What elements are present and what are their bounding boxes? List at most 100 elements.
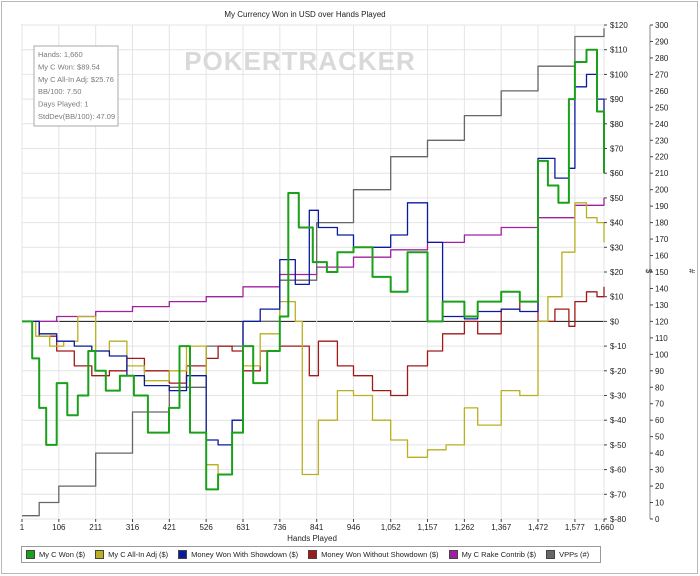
y-dollar-tick-label: $80 <box>610 120 624 129</box>
series-line-1 <box>22 202 605 476</box>
y-count-tick-label: 70 <box>655 400 664 409</box>
x-axis-label: Hands Played <box>287 534 337 543</box>
y-count-tick-label: 200 <box>655 186 669 195</box>
y-dollar-tick-label: $-70 <box>610 490 627 499</box>
x-tick-label: 211 <box>89 523 102 532</box>
y-count-tick-label: 40 <box>655 449 664 458</box>
y-dollar-tick-label: $-80 <box>610 515 627 524</box>
y-dollar-tick-label: $-10 <box>610 342 627 351</box>
legend-swatch <box>448 550 458 559</box>
y-count-tick-label: 80 <box>655 383 664 392</box>
y-axis-count-ticks: 0 10 20 30 40 50 60 70 80 90 100 110 120 130 140 150 160… <box>649 21 669 524</box>
x-tick-label: 316 <box>126 523 140 532</box>
legend-swatch <box>308 550 318 559</box>
x-tick-label: 1,262 <box>454 523 475 532</box>
grid-lines <box>21 24 605 520</box>
y-dollar-tick-label: $-40 <box>610 416 627 425</box>
legend-swatch <box>95 550 105 559</box>
stats-line: StdDev(BB/100): 47.09 <box>38 112 115 121</box>
y-count-tick-label: 140 <box>655 284 669 293</box>
x-tick-label: 736 <box>273 523 287 532</box>
legend: My C Won ($) My C All-In Adj ($) Money Won… <box>21 546 601 563</box>
y-count-tick-label: 290 <box>655 37 669 46</box>
x-tick-label: 631 <box>236 523 250 532</box>
y-count-tick-label: 210 <box>655 169 669 178</box>
stats-line: BB/100: 7.50 <box>38 87 81 96</box>
y-dollar-tick-label: $40 <box>610 219 624 228</box>
legend-label: VPPs (#) <box>559 550 590 559</box>
legend-item: My C All-In Adj ($) <box>95 550 168 559</box>
x-tick-label: 1,660 <box>594 523 615 532</box>
legend-item: My C Won ($) <box>26 550 85 559</box>
watermark: POKERTRACKER <box>184 46 416 76</box>
y-count-tick-label: 220 <box>655 153 669 162</box>
y-count-tick-label: 160 <box>655 252 669 261</box>
y-axis-dollar-ticks: $-80 $-70 $-60 $-50 $-40 $-30 $-20 $-10 $0 $10 $20… <box>604 21 628 524</box>
y-dollar-tick-label: $20 <box>610 268 624 277</box>
y-count-tick-label: 60 <box>655 416 664 425</box>
series-line-0 <box>22 48 605 491</box>
y-count-tick-label: 0 <box>655 515 660 524</box>
legend-item: Money Won With Showdown ($) <box>178 550 298 559</box>
y-count-tick-label: 250 <box>655 103 669 112</box>
x-tick-label: 946 <box>347 523 361 532</box>
stats-line: Days Played: 1 <box>38 100 88 109</box>
y-count-tick-label: 130 <box>655 301 669 310</box>
y-dollar-tick-label: $90 <box>610 95 624 104</box>
x-tick-label: 1,472 <box>528 523 549 532</box>
y-count-tick-label: 260 <box>655 87 669 96</box>
y-dollar-tick-label: $-60 <box>610 466 627 475</box>
y-dollar-tick-label: $0 <box>610 317 619 326</box>
y-count-tick-label: 280 <box>655 54 669 63</box>
y-dollar-tick-label: $110 <box>610 46 628 55</box>
y-count-tick-label: 190 <box>655 202 669 211</box>
y-dollar-tick-label: $70 <box>610 145 624 154</box>
y-dollar-tick-label: $100 <box>610 70 628 79</box>
legend-item: Money Won Without Showdown ($) <box>308 550 439 559</box>
x-tick-label: 1,052 <box>381 523 402 532</box>
legend-item: My C Rake Contrib ($) <box>448 550 537 559</box>
y-count-tick-label: 230 <box>655 136 669 145</box>
y-count-tick-label: 120 <box>655 317 669 326</box>
x-tick-label: 841 <box>310 523 324 532</box>
legend-label: My C All-In Adj ($) <box>108 550 169 559</box>
y-count-tick-label: 50 <box>655 433 664 442</box>
y-count-tick-label: 20 <box>655 482 664 491</box>
legend-swatch <box>178 550 188 559</box>
stats-line: Hands: 1,660 <box>38 50 83 59</box>
stats-box: Hands: 1,660 My C Won: $89.54 My C All-In … <box>33 45 119 127</box>
y-count-tick-label: 110 <box>655 334 668 343</box>
legend-label: Money Won With Showdown ($) <box>191 550 299 559</box>
y-count-tick-label: 300 <box>655 21 669 30</box>
x-tick-label: 421 <box>163 523 177 532</box>
y-dollar-tick-label: $-30 <box>610 392 627 401</box>
legend-swatch <box>546 550 556 559</box>
y-count-tick-label: 10 <box>655 499 664 508</box>
x-tick-label: 1,157 <box>418 523 439 532</box>
series-line-5 <box>22 28 605 517</box>
y-dollar-tick-label: $50 <box>610 194 624 203</box>
y-count-tick-label: 170 <box>655 235 669 244</box>
x-axis-ticks: 1 106 211 316 421 526 631 736 841 946 1,052 1,157 1,… <box>20 519 615 532</box>
y-dollar-tick-label: $-50 <box>610 441 627 450</box>
legend-label: Money Won Without Showdown ($) <box>321 550 439 559</box>
y-count-tick-label: 100 <box>655 350 669 359</box>
y-axis-count-label: # <box>687 269 696 274</box>
y-dollar-tick-label: $-20 <box>610 367 627 376</box>
y-count-tick-label: 240 <box>655 120 669 129</box>
stats-line: My C Won: $89.54 <box>38 62 100 71</box>
y-dollar-tick-label: $120 <box>610 21 628 30</box>
legend-swatch <box>26 550 35 559</box>
legend-label: My C Rake Contrib ($) <box>461 550 537 559</box>
stats-box-frame <box>33 45 119 127</box>
chart-title: My Currency Won in USD over Hands Played <box>224 10 385 19</box>
y-dollar-tick-label: $10 <box>610 293 624 302</box>
x-tick-label: 1,367 <box>491 523 512 532</box>
series-group <box>22 28 605 517</box>
x-tick-label: 106 <box>52 523 66 532</box>
y-axis-dollar-label: $ <box>644 269 653 274</box>
series-line-2 <box>22 73 605 446</box>
y-count-tick-label: 90 <box>655 367 664 376</box>
y-dollar-tick-label: $60 <box>610 169 624 178</box>
